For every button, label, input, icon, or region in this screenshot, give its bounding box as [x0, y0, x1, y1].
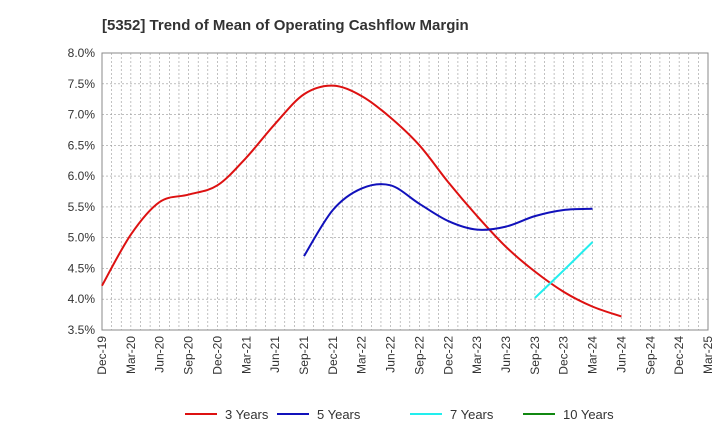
x-tick-label: Mar-21 — [239, 336, 253, 374]
x-tick-label: Dec-23 — [557, 336, 571, 375]
x-tick-label: Dec-24 — [672, 336, 686, 375]
y-tick-label: 6.5% — [68, 138, 96, 152]
y-tick-label: 4.0% — [68, 292, 96, 306]
y-tick-label: 4.5% — [68, 261, 96, 275]
y-tick-label: 6.0% — [68, 169, 96, 183]
y-tick-label: 7.0% — [68, 108, 96, 122]
x-tick-label: Mar-20 — [124, 336, 138, 374]
x-tick-label: Sep-21 — [297, 336, 311, 375]
legend-label: 3 Years — [225, 407, 269, 422]
x-tick-label: Sep-20 — [182, 336, 196, 375]
y-tick-label: 3.5% — [68, 323, 96, 337]
y-tick-label: 8.0% — [68, 46, 96, 60]
legend: 3 Years 5 Years 7 Years 10 Years — [185, 407, 614, 422]
x-tick-label: Jun-21 — [268, 336, 282, 373]
y-tick-label: 7.5% — [68, 77, 96, 91]
y-tick-label: 5.5% — [68, 200, 96, 214]
x-tick-label: Sep-23 — [528, 336, 542, 375]
x-tick-label: Dec-19 — [95, 336, 109, 375]
grid — [102, 53, 708, 330]
x-tick-label: Mar-24 — [586, 336, 600, 374]
y-tick-label: 5.0% — [68, 231, 96, 245]
x-axis-ticks: Dec-19 Mar-20 Jun-20 Sep-20 Dec-20 Mar-21 Jun-… — [95, 336, 715, 375]
x-tick-label: Jun-22 — [384, 336, 398, 373]
x-tick-label: Mar-22 — [355, 336, 369, 374]
x-tick-label: Jun-23 — [499, 336, 513, 373]
x-tick-label: Dec-22 — [441, 336, 455, 375]
x-tick-label: Jun-24 — [614, 336, 628, 373]
series-lines — [101, 84, 622, 318]
legend-label: 7 Years — [450, 407, 494, 422]
legend-label: 10 Years — [563, 407, 614, 422]
x-tick-label: Dec-21 — [326, 336, 340, 375]
x-tick-label: Jun-20 — [153, 336, 167, 373]
x-tick-label: Sep-24 — [643, 336, 657, 375]
legend-label: 5 Years — [317, 407, 361, 422]
plot-area — [101, 52, 709, 331]
x-tick-label: Dec-20 — [210, 336, 224, 375]
x-tick-label: Mar-23 — [470, 336, 484, 374]
series-line-7-years — [534, 241, 594, 299]
series-line-5-years — [303, 183, 593, 257]
x-tick-label: Sep-22 — [412, 336, 426, 375]
y-axis-ticks: 3.5% 4.0% 4.5% 5.0% 5.5% 6.0% 6.5% 7.0% 7.5% 8.0% — [68, 46, 96, 337]
series-line-3-years — [101, 84, 622, 318]
x-tick-label: Mar-25 — [701, 336, 715, 374]
chart-title: [5352] Trend of Mean of Operating Cashfl… — [102, 17, 469, 34]
